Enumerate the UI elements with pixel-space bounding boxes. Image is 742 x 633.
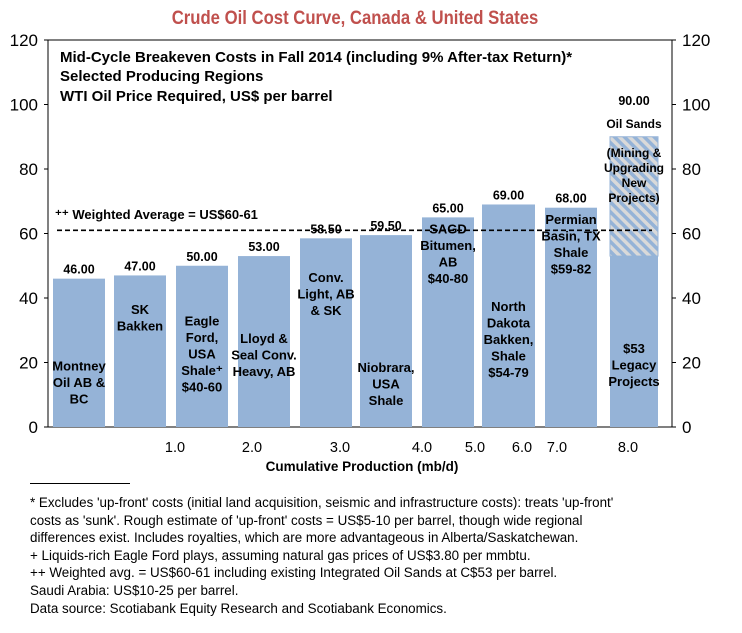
y-tick-label-left: 20 (19, 354, 38, 373)
footnotes: * Excludes 'up-front' costs (initial lan… (30, 494, 730, 617)
y-tick-label-left: 40 (19, 289, 38, 308)
subtitle-line-1: Mid-Cycle Breakeven Costs in Fall 2014 (… (60, 49, 572, 66)
bar-category-label: USA (188, 346, 216, 361)
x-tick-label: 8.0 (618, 440, 638, 456)
bar-category-label: Montney (52, 359, 106, 374)
y-tick-label-left: 80 (19, 160, 38, 179)
bar-category-label: Shale (491, 348, 526, 363)
bar (545, 207, 597, 427)
bar-category-label: Shale (369, 393, 404, 408)
bar-category-label: Legacy (612, 357, 658, 372)
x-tick-label: 2.0 (242, 440, 262, 456)
bar-category-label: Lloyd & (240, 331, 288, 346)
y-tick-label-left: 100 (10, 96, 38, 115)
bar-value-label: 46.00 (63, 263, 94, 277)
bar (360, 235, 412, 427)
bar-category-label: Oil AB & (53, 375, 105, 390)
bar-category-label: Bakken (117, 319, 163, 334)
bar-category-label: SK (131, 302, 150, 317)
bar-category-label: & SK (310, 303, 342, 318)
bar-category-label: BC (70, 392, 89, 407)
bar (482, 204, 535, 427)
x-tick-label: 3.0 (330, 440, 350, 456)
x-tick-label: 6.0 (512, 440, 532, 456)
bar-category-label: Conv. (308, 270, 343, 285)
bar (300, 238, 352, 427)
x-tick-label: 1.0 (165, 440, 185, 456)
bar-value-label: 69.00 (493, 188, 524, 202)
bar (238, 256, 290, 427)
bar-category-label: Seal Conv. (231, 348, 297, 363)
bar-category-label: Bitumen, (420, 238, 476, 253)
bar-category-label: SAGD (429, 222, 467, 237)
bar-category-label: Projects (608, 374, 659, 389)
bar-upper-label: (Mining & (607, 146, 662, 160)
bar-upper-label: Oil Sands (606, 117, 662, 131)
bar-value-label: 47.00 (124, 259, 155, 273)
footnote-line: Data source: Scotiabank Equity Research … (30, 600, 447, 616)
bar-category-label: Permian (545, 212, 596, 227)
bar-value-label: 65.00 (432, 201, 463, 215)
bar-category-label: Eagle (185, 313, 220, 328)
bar-category-label: $40-80 (428, 271, 468, 286)
bar-category-label: AB (439, 255, 458, 270)
bar-value-label: 50.00 (186, 250, 217, 264)
x-tick-label: 7.0 (547, 440, 567, 456)
y-tick-label-left: 0 (29, 418, 38, 437)
footnote-line: * Excludes 'up-front' costs (initial lan… (30, 495, 614, 510)
x-axis-label: Cumulative Production (mb/d) (266, 459, 459, 474)
y-tick-label-right: 20 (682, 354, 701, 373)
footnote-line: + Liquids-rich Eagle Ford plays, assumin… (30, 547, 531, 563)
y-tick-label-right: 80 (682, 160, 701, 179)
bar-category-label: Basin, TX (541, 228, 601, 243)
bar-new-projects (609, 136, 659, 257)
footnote-line: differences exist. Includes royalties, w… (30, 530, 579, 546)
bar-value-label: 53.00 (248, 240, 279, 254)
bar-value-label: 68.00 (555, 192, 586, 206)
bar-category-label: $40-60 (182, 379, 222, 394)
bar-category-label: $54-79 (488, 365, 528, 380)
bar-category-label: $53 (623, 341, 645, 356)
weighted-average-label: ⁺⁺ Weighted Average = US$60-61 (55, 207, 258, 222)
subtitle-line-2: Selected Producing Regions (60, 68, 263, 85)
x-tick-label: 5.0 (465, 440, 485, 456)
bar-category-label: Shale (554, 245, 589, 260)
y-tick-label-right: 60 (682, 225, 701, 244)
cost-curve-chart: Crude Oil Cost Curve, Canada & United St… (10, 7, 711, 474)
bar-value-label: 58.50 (310, 222, 341, 236)
footnote-line: costs as 'sunk'. Rough estimate of 'up-f… (30, 512, 583, 528)
bar-legacy (610, 256, 658, 427)
bar-category-label: Bakken, (484, 332, 534, 347)
bar-category-label: North (491, 299, 526, 314)
bar-category-label: Dakota (487, 315, 531, 330)
bar-category-label: Shale⁺ (181, 363, 223, 378)
bar (176, 265, 228, 427)
footnote-line: Saudi Arabia: US$10-25 per barrel. (30, 582, 239, 598)
footnote-line: ++ Weighted avg. = US$60-61 including ex… (30, 565, 558, 581)
bar-upper-label: Upgrading (604, 161, 664, 175)
bar-category-label: Ford, (186, 330, 219, 345)
footnote-divider (30, 483, 130, 484)
y-tick-label-right: 100 (682, 96, 710, 115)
bar-category-label: Niobrara, (357, 360, 414, 375)
bar (422, 217, 474, 427)
y-tick-label-left: 60 (19, 225, 38, 244)
y-tick-label-right: 40 (682, 289, 701, 308)
bar-value-label: 90.00 (618, 94, 649, 108)
x-tick-label: 4.0 (412, 440, 432, 456)
bar (114, 275, 166, 427)
bar-category-label: Light, AB (297, 286, 354, 301)
bar-upper-label: New (622, 176, 647, 190)
y-tick-label-right: 120 (682, 31, 710, 50)
bar-category-label: $59-82 (551, 261, 591, 276)
y-tick-label-right: 0 (682, 418, 691, 437)
subtitle-line-3: WTI Oil Price Required, US$ per barrel (60, 88, 333, 105)
bar-category-label: USA (372, 377, 400, 392)
bar-upper-label: Projects) (608, 191, 659, 205)
y-tick-label-left: 120 (10, 31, 38, 50)
chart-title: Crude Oil Cost Curve, Canada & United St… (172, 7, 539, 28)
bar-category-label: Heavy, AB (233, 364, 296, 379)
bar (53, 278, 105, 427)
